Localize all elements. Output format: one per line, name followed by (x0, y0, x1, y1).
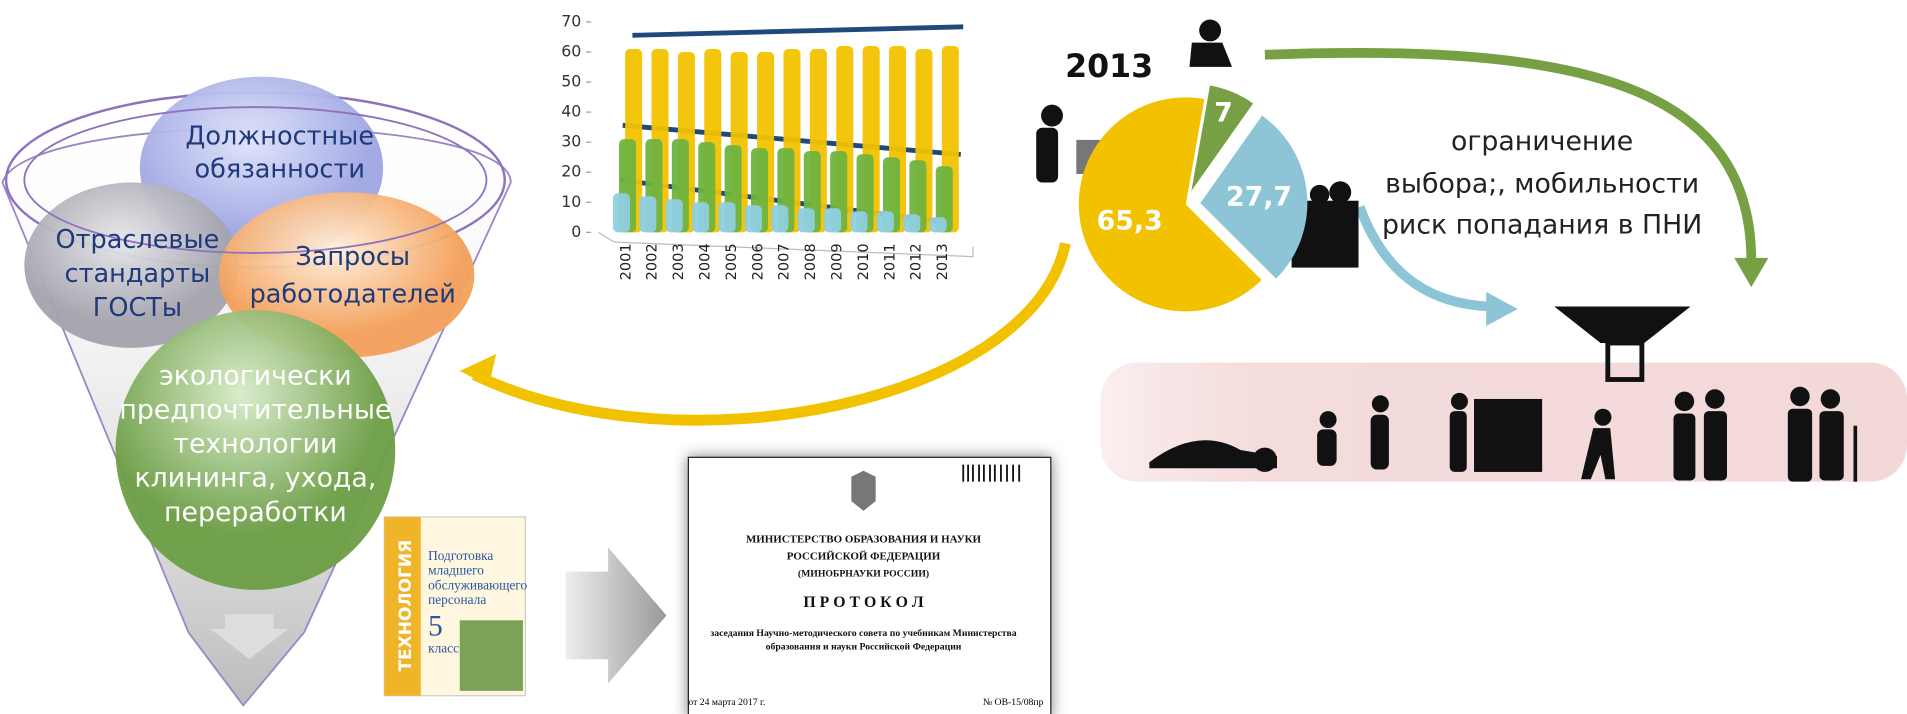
book: ТЕХНОЛОГИЯ Подготовка младшего обслужива… (384, 517, 527, 696)
data-label: 65,3 (1097, 206, 1163, 237)
y-tick-label: 70 (561, 11, 581, 30)
y-tick-label: 20 (561, 162, 581, 181)
note-text: риск попадания в ПНИ (1382, 210, 1702, 241)
bar (639, 196, 656, 232)
x-tick-label: 2013 (934, 243, 951, 280)
bar (666, 199, 683, 232)
x-tick-label: 2012 (908, 243, 925, 280)
page: Должностные обязанности Отраслевые станд… (0, 0, 1907, 714)
x-tick-label: 2011 (881, 243, 898, 280)
y-tick-label: 10 (561, 192, 581, 211)
bar (877, 211, 894, 232)
document-subject: заседания Научно-методического совета по… (710, 628, 1016, 639)
funnel-text: ГОСТы (93, 293, 182, 323)
funnel-text: Отраслевые (56, 225, 220, 255)
y-tick-label: 0 (571, 222, 581, 241)
bar (850, 211, 867, 232)
document-ministry: МИНИСТЕРСТВО ОБРАЗОВАНИЯ И НАУКИ (746, 534, 982, 546)
x-tick-label: 2003 (670, 243, 687, 280)
funnel-icon (1554, 307, 1690, 343)
book-title: младшего (428, 563, 484, 578)
bar (798, 208, 815, 232)
bar (745, 205, 762, 232)
data-label: 7 (1214, 97, 1233, 128)
document-ministry: (МИНОБРНАУКИ РОССИИ) (798, 568, 929, 579)
bar (930, 217, 947, 232)
funnel-text: Запросы (295, 242, 410, 272)
document-heading: П Р О Т О К О Л (803, 594, 923, 611)
arrow (474, 243, 1065, 420)
funnel-text: технологии (173, 429, 337, 460)
funnel-text: обязанности (194, 154, 364, 184)
x-tick-label: 2001 (617, 243, 634, 280)
bar (692, 202, 709, 232)
y-tick-label: 30 (561, 132, 581, 151)
note-text: выбора;, мобильности (1385, 168, 1699, 199)
bar (903, 214, 920, 232)
book-grade-word: класс (428, 641, 459, 656)
bar (771, 205, 788, 232)
y-tick-label: 40 (561, 102, 581, 121)
x-tick-label: 2010 (855, 243, 872, 280)
bar (719, 202, 736, 232)
document-ministry: РОССИЙСКОЙ ФЕДЕРАЦИИ (787, 551, 941, 563)
x-tick-label: 2004 (697, 243, 714, 280)
x-tick-label: 2006 (749, 243, 766, 280)
bar (613, 193, 630, 232)
book-title: обслуживающего (428, 577, 527, 592)
x-tick-label: 2002 (644, 243, 661, 280)
funnel-text: предпочтительные (119, 395, 391, 426)
arrow (566, 547, 667, 683)
funnel-text: клининга, ухода, (134, 463, 376, 494)
funnel-text: экологически (159, 361, 352, 392)
x-tick-label: 2008 (802, 243, 819, 280)
data-label: 27,7 (1226, 182, 1292, 213)
y-tick-label: 60 (561, 41, 581, 60)
book-photo (460, 620, 523, 691)
x-tick-label: 2009 (828, 243, 845, 280)
slide: Должностные обязанности Отраслевые станд… (0, 0, 1907, 714)
document-subject: образования и науки Российской Федерации (766, 641, 962, 652)
trend-arrow (632, 27, 963, 36)
book-title: персонала (428, 592, 486, 607)
x-tick-label: 2005 (723, 243, 740, 280)
document: МИНИСТЕРСТВО ОБРАЗОВАНИЯ И НАУКИ РОССИЙС… (688, 457, 1050, 714)
y-tick-label: 50 (561, 72, 581, 91)
bar (824, 208, 841, 232)
book-title: Подготовка (428, 548, 493, 563)
x-tick-label: 2007 (776, 243, 793, 280)
funnel-text: стандарты (65, 259, 211, 289)
note-text: ограничение (1451, 126, 1633, 157)
arrow-head (1486, 292, 1518, 326)
document-number: № ОВ-15/08пр (983, 697, 1044, 708)
document-date: от 24 марта 2017 г. (688, 697, 765, 708)
book-grade: 5 (428, 611, 443, 643)
funnel-text: переработки (164, 497, 347, 528)
funnel-text: Должностные (185, 121, 374, 151)
funnel-text: работодателей (250, 280, 456, 310)
book-spine-text: ТЕХНОЛОГИЯ (396, 540, 416, 672)
pie-title: 2013 (1065, 49, 1153, 85)
arrow-head (1734, 258, 1768, 287)
